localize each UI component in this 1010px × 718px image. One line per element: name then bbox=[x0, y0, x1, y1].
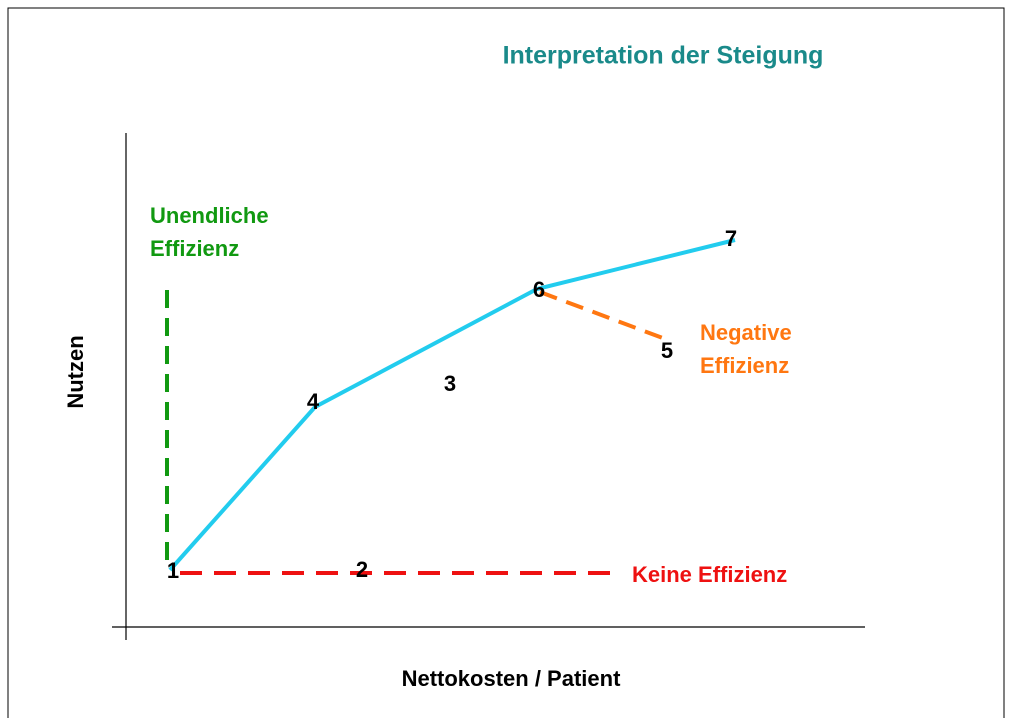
annotation: Effizienz bbox=[700, 353, 789, 378]
negative-line bbox=[539, 290, 669, 342]
node-label: 2 bbox=[356, 557, 368, 582]
annotation: Unendliche bbox=[150, 203, 269, 228]
node-label: 6 bbox=[533, 277, 545, 302]
annotation: Keine Effizienz bbox=[632, 562, 787, 587]
node-label: 4 bbox=[307, 389, 320, 414]
frontier-line bbox=[168, 238, 736, 572]
node-label: 1 bbox=[167, 558, 179, 583]
annotation: Effizienz bbox=[150, 236, 239, 261]
nodes: 1 2 3 4 5 6 7 bbox=[167, 226, 737, 583]
title: Interpretation der Steigung bbox=[503, 42, 824, 70]
node-label: 7 bbox=[725, 226, 737, 251]
node-label: 5 bbox=[661, 338, 673, 363]
annotation: Negative bbox=[700, 320, 792, 345]
y-axis-label: Nutzen bbox=[63, 335, 88, 408]
x-axis-label: Nettokosten / Patient bbox=[402, 666, 621, 691]
node-label: 3 bbox=[444, 371, 456, 396]
frame bbox=[7, 7, 1005, 718]
